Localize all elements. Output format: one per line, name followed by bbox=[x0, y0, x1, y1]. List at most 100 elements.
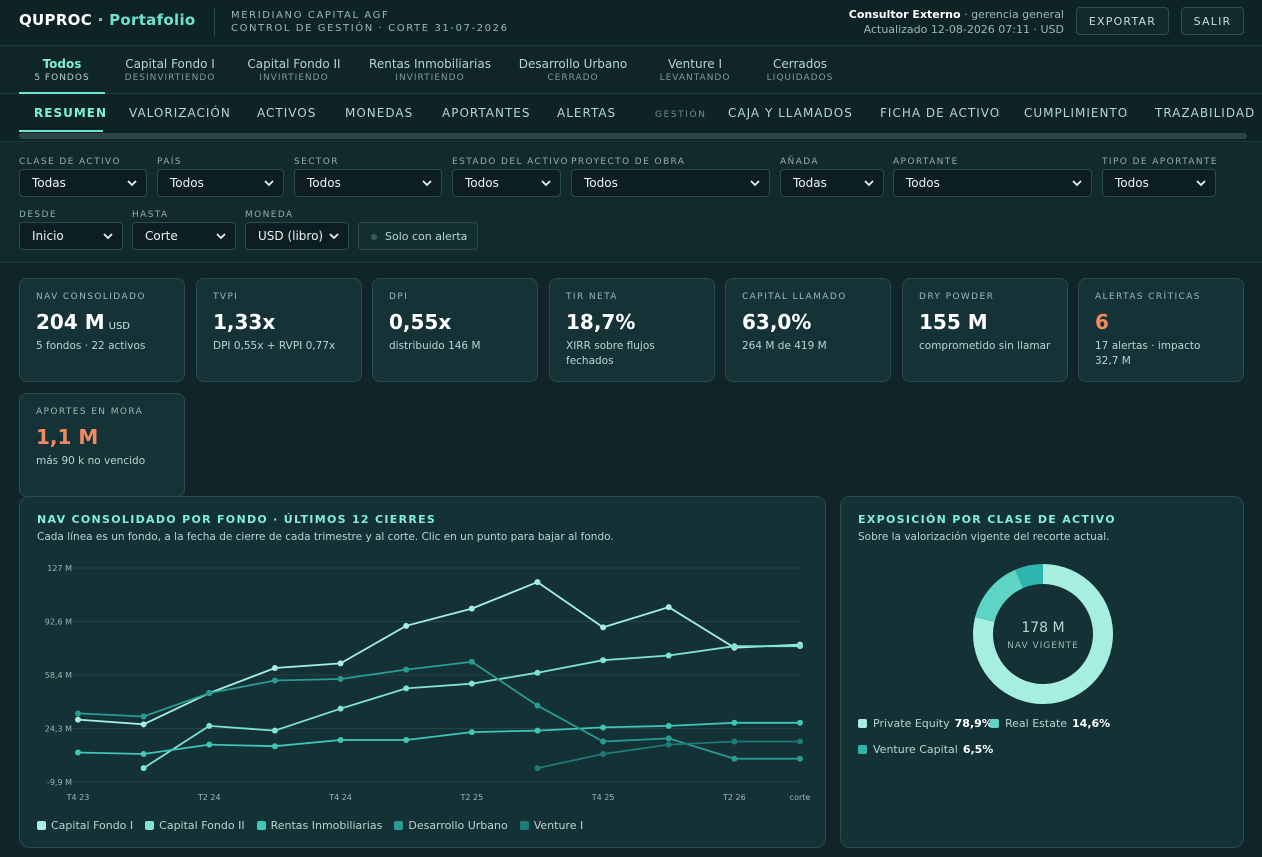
tab-monedas[interactable]: MONEDAS bbox=[345, 106, 414, 120]
filter-select-estado-del-activo[interactable]: Todos bbox=[452, 169, 561, 197]
data-point-capital-fondo-ii[interactable] bbox=[797, 643, 803, 650]
donut-slice-venture-capital[interactable] bbox=[1015, 564, 1043, 589]
data-point-venture-i[interactable] bbox=[665, 741, 672, 748]
tab-aportantes[interactable]: APORTANTES bbox=[442, 106, 531, 120]
data-point-rentas-inmobiliarias[interactable] bbox=[468, 729, 475, 736]
data-point-capital-fondo-ii[interactable] bbox=[534, 669, 541, 676]
filter-select-clase-de-activo[interactable]: Todas bbox=[19, 169, 147, 197]
filter-select-moneda[interactable]: USD (libro) bbox=[245, 222, 349, 250]
filter-select-anada[interactable]: Todas bbox=[780, 169, 884, 197]
tab-alertas[interactable]: ALERTAS bbox=[557, 106, 617, 120]
data-point-capital-fondo-i[interactable] bbox=[665, 604, 672, 611]
alert-only-toggle[interactable]: Solo con alerta bbox=[358, 222, 478, 250]
data-point-desarrollo-urbano[interactable] bbox=[468, 658, 475, 665]
data-point-capital-fondo-i[interactable] bbox=[75, 716, 81, 723]
data-point-desarrollo-urbano[interactable] bbox=[140, 713, 147, 720]
tab-caja-y-llamados[interactable]: CAJA Y LLAMADOS bbox=[728, 106, 853, 120]
data-point-venture-i[interactable] bbox=[731, 738, 738, 745]
filter-select-sector[interactable]: Todos bbox=[294, 169, 442, 197]
filter-select-aportante[interactable]: Todos bbox=[893, 169, 1092, 197]
kpi-card[interactable]: ALERTAS CRÍTICAS 6 17 alertas · impacto 32… bbox=[1078, 278, 1244, 382]
data-point-desarrollo-urbano[interactable] bbox=[600, 738, 607, 745]
data-point-capital-fondo-ii[interactable] bbox=[140, 765, 147, 772]
filter-select-desde[interactable]: Inicio bbox=[19, 222, 123, 250]
data-point-capital-fondo-i[interactable] bbox=[600, 624, 607, 631]
kpi-card[interactable]: NAV CONSOLIDADO 204 M USD 5 fondos · 22 act… bbox=[19, 278, 185, 382]
data-point-capital-fondo-ii[interactable] bbox=[600, 657, 607, 664]
data-point-capital-fondo-i[interactable] bbox=[271, 665, 278, 672]
data-point-capital-fondo-i[interactable] bbox=[534, 579, 541, 586]
fund-tab-todos[interactable]: Todos 5 FONDOS bbox=[19, 46, 105, 94]
data-point-venture-i[interactable] bbox=[600, 751, 607, 758]
exposure-legend-item-private-equity[interactable]: Private Equity 78,9% bbox=[858, 717, 993, 730]
fund-tab-rentas-inmobiliarias[interactable]: Rentas Inmobiliarias INVIRTIENDO bbox=[362, 46, 498, 94]
data-point-rentas-inmobiliarias[interactable] bbox=[731, 719, 738, 726]
data-point-venture-i[interactable] bbox=[534, 765, 541, 772]
filter-select-tipo-de-aportante[interactable]: Todos bbox=[1102, 169, 1216, 197]
data-point-desarrollo-urbano[interactable] bbox=[534, 702, 541, 709]
filter-select-hasta[interactable]: Corte bbox=[132, 222, 236, 250]
data-point-capital-fondo-i[interactable] bbox=[468, 605, 475, 612]
kpi-card[interactable]: DRY POWDER 155 M comprometido sin llamar bbox=[902, 278, 1068, 382]
tab-valorizacion[interactable]: VALORIZACIÓN bbox=[129, 106, 231, 120]
donut-slice-real-estate[interactable] bbox=[975, 569, 1024, 622]
data-point-desarrollo-urbano[interactable] bbox=[665, 735, 672, 742]
data-point-rentas-inmobiliarias[interactable] bbox=[534, 727, 541, 734]
data-point-capital-fondo-ii[interactable] bbox=[337, 705, 344, 712]
data-point-capital-fondo-i[interactable] bbox=[140, 721, 147, 728]
data-point-rentas-inmobiliarias[interactable] bbox=[797, 719, 803, 726]
legend-item-desarrollo-urbano[interactable]: Desarrollo Urbano bbox=[394, 819, 508, 832]
export-button[interactable]: EXPORTAR bbox=[1076, 7, 1169, 35]
fund-tab-cerrados[interactable]: Cerrados LIQUIDADOS bbox=[756, 46, 844, 94]
data-point-capital-fondo-ii[interactable] bbox=[731, 643, 738, 650]
nav-scrollbar[interactable] bbox=[19, 133, 1247, 139]
data-point-rentas-inmobiliarias[interactable] bbox=[600, 724, 607, 731]
legend-item-venture-i[interactable]: Venture I bbox=[519, 819, 583, 832]
data-point-rentas-inmobiliarias[interactable] bbox=[337, 736, 344, 743]
data-point-desarrollo-urbano[interactable] bbox=[797, 755, 803, 762]
kpi-card[interactable]: APORTES EN MORA 1,1 M más 90 k no vencido bbox=[19, 393, 185, 497]
data-point-capital-fondo-ii[interactable] bbox=[468, 680, 475, 687]
fund-tab-desarrollo-urbano[interactable]: Desarrollo Urbano CERRADO bbox=[512, 46, 634, 94]
filter-select-pais[interactable]: Todos bbox=[157, 169, 284, 197]
data-point-capital-fondo-ii[interactable] bbox=[206, 722, 213, 729]
data-point-capital-fondo-ii[interactable] bbox=[271, 727, 278, 734]
kpi-card[interactable]: TIR NETA 18,7% XIRR sobre flujos fechados bbox=[549, 278, 715, 382]
tab-ficha-de-activo[interactable]: FICHA DE ACTIVO bbox=[880, 106, 1001, 120]
legend-item-rentas-inmobiliarias[interactable]: Rentas Inmobiliarias bbox=[256, 819, 382, 832]
legend-item-capital-fondo-i[interactable]: Capital Fondo I bbox=[37, 819, 133, 832]
kpi-card[interactable]: DPI 0,55x distribuido 146 M bbox=[372, 278, 538, 382]
legend-item-capital-fondo-ii[interactable]: Capital Fondo II bbox=[145, 819, 245, 832]
fund-tab-capital-fondo-i[interactable]: Capital Fondo I DESINVIRTIENDO bbox=[115, 46, 225, 94]
data-point-desarrollo-urbano[interactable] bbox=[337, 675, 344, 682]
exposure-legend-item-venture-capital[interactable]: Venture Capital 6,5% bbox=[858, 743, 993, 756]
data-point-desarrollo-urbano[interactable] bbox=[403, 666, 410, 673]
data-point-capital-fondo-ii[interactable] bbox=[665, 652, 672, 659]
tab-cumplimiento[interactable]: CUMPLIMIENTO bbox=[1024, 106, 1129, 120]
data-point-capital-fondo-ii[interactable] bbox=[403, 685, 410, 692]
fund-tab-capital-fondo-ii[interactable]: Capital Fondo II INVIRTIENDO bbox=[240, 46, 348, 94]
data-point-rentas-inmobiliarias[interactable] bbox=[75, 749, 81, 756]
data-point-rentas-inmobiliarias[interactable] bbox=[403, 736, 410, 743]
fund-tab-venture-i[interactable]: Venture I LEVANTANDO bbox=[650, 46, 740, 94]
data-point-capital-fondo-i[interactable] bbox=[337, 660, 344, 667]
data-point-desarrollo-urbano[interactable] bbox=[271, 677, 278, 684]
data-point-desarrollo-urbano[interactable] bbox=[206, 690, 213, 697]
data-point-desarrollo-urbano[interactable] bbox=[75, 710, 81, 717]
data-point-capital-fondo-i[interactable] bbox=[403, 622, 410, 629]
kpi-card[interactable]: TVPI 1,33x DPI 0,55x + RVPI 0,77x bbox=[196, 278, 362, 382]
logout-button[interactable]: SALIR bbox=[1181, 7, 1244, 35]
data-point-rentas-inmobiliarias[interactable] bbox=[140, 751, 147, 758]
brand-logo[interactable]: QUPROC · Portafolio bbox=[19, 11, 196, 29]
filter-select-proyecto-de-obra[interactable]: Todos bbox=[571, 169, 770, 197]
kpi-card[interactable]: CAPITAL LLAMADO 63,0% 264 M de 419 M bbox=[725, 278, 891, 382]
tab-trazabilidad[interactable]: TRAZABILIDAD bbox=[1155, 106, 1256, 120]
data-point-desarrollo-urbano[interactable] bbox=[731, 755, 738, 762]
exposure-legend-item-real-estate[interactable]: Real Estate 14,6% bbox=[990, 717, 1110, 730]
data-point-rentas-inmobiliarias[interactable] bbox=[665, 722, 672, 729]
data-point-rentas-inmobiliarias[interactable] bbox=[271, 743, 278, 750]
data-point-venture-i[interactable] bbox=[797, 738, 803, 745]
data-point-rentas-inmobiliarias[interactable] bbox=[206, 741, 213, 748]
tab-activos[interactable]: ACTIVOS bbox=[257, 106, 317, 120]
tab-resumen[interactable]: RESUMEN bbox=[34, 106, 108, 120]
